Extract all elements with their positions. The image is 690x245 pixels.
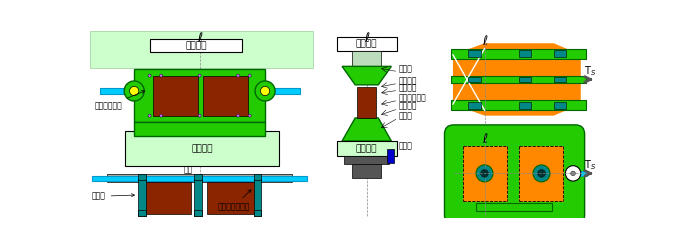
Bar [519, 77, 531, 82]
Circle shape [237, 114, 239, 117]
Circle shape [571, 171, 575, 176]
Text: T$_S$: T$_S$ [584, 64, 596, 78]
Circle shape [148, 74, 151, 77]
Bar [107, 174, 292, 182]
Circle shape [481, 170, 489, 177]
Text: 塔水平梁: 塔水平梁 [191, 144, 213, 153]
Text: 連結材: 連結材 [398, 65, 412, 74]
Bar [554, 77, 566, 82]
Bar [352, 51, 382, 66]
Circle shape [198, 114, 201, 117]
Bar [352, 164, 382, 178]
Bar [337, 141, 397, 157]
Bar [386, 149, 395, 163]
Text: ℓ: ℓ [482, 35, 487, 48]
Bar [253, 174, 262, 180]
Bar [451, 76, 586, 83]
Bar [573, 171, 587, 176]
Text: 連結板: 連結板 [92, 192, 135, 201]
Bar [134, 69, 265, 122]
Circle shape [476, 165, 493, 182]
Bar [519, 102, 531, 109]
Circle shape [130, 86, 139, 96]
Text: 塔水平梁: 塔水平梁 [356, 144, 377, 153]
Bar [253, 179, 262, 216]
Circle shape [248, 74, 251, 77]
Bar [138, 179, 146, 216]
Bar [463, 146, 507, 201]
Bar [357, 87, 376, 118]
Bar [554, 102, 566, 109]
Circle shape [260, 86, 270, 96]
Text: ℓ: ℓ [197, 32, 202, 45]
Bar [469, 102, 481, 109]
Bar [92, 176, 308, 181]
Text: ピン: ピン [184, 165, 193, 174]
Text: 添接板: 添接板 [398, 142, 412, 151]
Bar [265, 88, 299, 94]
Circle shape [237, 74, 239, 77]
Bar [451, 49, 586, 59]
Bar [195, 210, 202, 216]
Bar [554, 50, 566, 57]
Bar [195, 179, 202, 216]
Text: ダンパー: ダンパー [398, 76, 417, 85]
Polygon shape [453, 43, 581, 116]
Bar [207, 182, 255, 214]
Text: ゴムダンパー: ゴムダンパー [94, 91, 145, 111]
Bar [519, 146, 563, 201]
Bar [204, 76, 248, 116]
Circle shape [124, 81, 144, 101]
Circle shape [248, 114, 251, 117]
Text: ソケット: ソケット [398, 102, 417, 111]
Circle shape [198, 74, 201, 77]
Circle shape [159, 114, 163, 117]
Bar [138, 210, 146, 216]
Circle shape [565, 166, 581, 181]
Text: 拘束ケーブル: 拘束ケーブル [398, 93, 426, 102]
Circle shape [148, 114, 151, 117]
Bar [469, 77, 481, 82]
Text: 台　座: 台 座 [398, 111, 412, 120]
Text: 桁下弦材: 桁下弦材 [356, 39, 377, 49]
Text: ビンコネクター: ビンコネクター [217, 190, 251, 212]
Bar [99, 88, 134, 94]
Circle shape [533, 165, 550, 182]
Bar [125, 131, 279, 166]
Circle shape [159, 74, 163, 77]
Circle shape [538, 170, 545, 177]
Bar [138, 174, 146, 180]
Text: ℓ: ℓ [364, 32, 369, 45]
Bar [451, 100, 586, 110]
Text: 取付側板: 取付側板 [398, 83, 417, 92]
Circle shape [255, 81, 275, 101]
Polygon shape [342, 66, 391, 85]
FancyBboxPatch shape [444, 125, 584, 224]
Bar [144, 182, 191, 214]
Polygon shape [342, 118, 391, 141]
Text: 桁下弦材: 桁下弦材 [185, 41, 206, 50]
Bar [476, 203, 551, 211]
Text: T$_S$: T$_S$ [584, 158, 596, 172]
Bar [150, 39, 242, 52]
Text: ℓ: ℓ [482, 133, 487, 146]
Bar [90, 31, 313, 68]
Bar [195, 174, 202, 180]
Bar [134, 122, 265, 136]
Bar [337, 37, 397, 51]
Bar [153, 76, 198, 116]
Bar [469, 50, 481, 57]
Bar [519, 50, 531, 57]
Bar [253, 210, 262, 216]
Bar [344, 157, 389, 164]
